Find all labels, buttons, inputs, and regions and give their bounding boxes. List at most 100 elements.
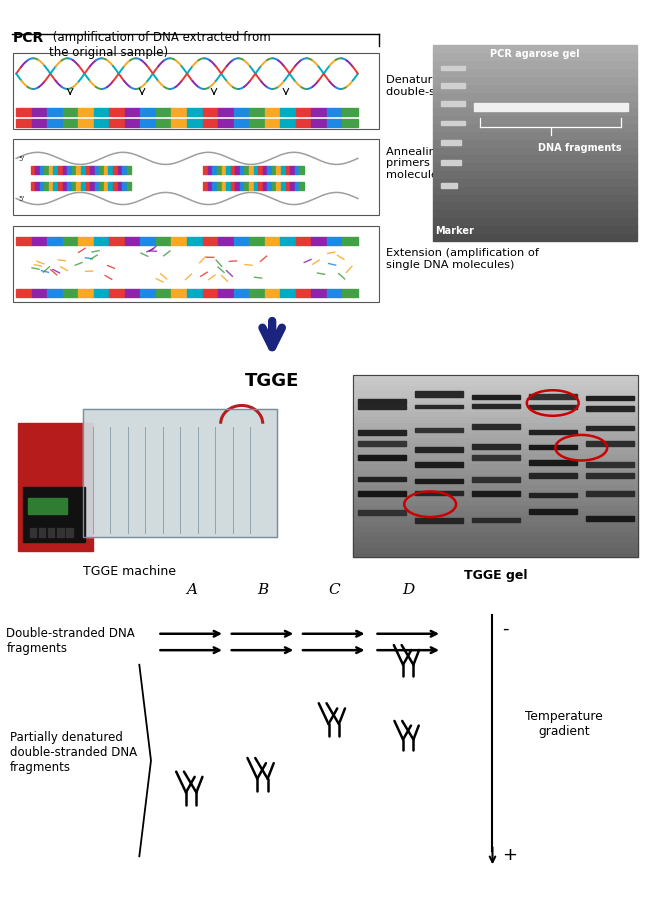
Bar (187, 238, 203, 246)
Bar (104, 167, 108, 175)
Bar (358, 510, 406, 516)
Bar (187, 108, 203, 117)
Bar (353, 531, 638, 537)
Bar (353, 417, 638, 422)
Bar (16, 238, 32, 246)
Bar (122, 183, 127, 191)
Bar (529, 405, 577, 409)
Bar (353, 506, 638, 511)
Text: PCR: PCR (13, 31, 44, 45)
Bar (108, 167, 113, 175)
Bar (110, 238, 125, 246)
Bar (280, 238, 295, 246)
Bar (90, 167, 95, 175)
Bar (67, 183, 72, 191)
Bar (353, 527, 638, 531)
Bar (86, 183, 90, 191)
Bar (78, 108, 94, 117)
Bar (433, 194, 637, 202)
Bar (342, 108, 358, 117)
Bar (353, 500, 638, 506)
Bar (249, 167, 253, 175)
Bar (433, 116, 637, 124)
Bar (13, 227, 379, 302)
Bar (113, 167, 117, 175)
Bar (586, 396, 634, 400)
Bar (141, 290, 156, 298)
Bar (249, 108, 264, 117)
Bar (47, 238, 63, 246)
Bar (67, 167, 72, 175)
Bar (264, 108, 280, 117)
Bar (32, 290, 47, 298)
Bar (433, 61, 637, 69)
Bar (63, 290, 78, 298)
Bar (258, 183, 262, 191)
Text: +: + (502, 844, 517, 863)
Bar (433, 54, 637, 61)
Bar (353, 406, 638, 412)
Bar (441, 102, 465, 107)
Bar (433, 69, 637, 77)
Bar (358, 442, 406, 446)
Bar (172, 238, 187, 246)
Bar (110, 290, 125, 298)
Bar (203, 120, 218, 128)
Bar (415, 405, 463, 409)
Text: Marker: Marker (435, 226, 474, 236)
Text: Double-stranded DNA
fragments: Double-stranded DNA fragments (6, 627, 135, 654)
Bar (311, 120, 327, 128)
Bar (13, 140, 379, 216)
Bar (78, 238, 94, 246)
Bar (141, 108, 156, 117)
Bar (286, 183, 290, 191)
Bar (218, 238, 234, 246)
Bar (30, 167, 35, 175)
Bar (472, 404, 520, 409)
Bar (203, 167, 208, 175)
Bar (353, 427, 638, 433)
Bar (54, 167, 58, 175)
Bar (295, 108, 311, 117)
Bar (415, 463, 463, 467)
Bar (290, 183, 295, 191)
Bar (586, 463, 634, 467)
Bar (264, 238, 280, 246)
Bar (433, 218, 637, 226)
Bar (529, 494, 577, 497)
Bar (231, 167, 235, 175)
Bar (327, 238, 342, 246)
Bar (240, 167, 244, 175)
Bar (327, 120, 342, 128)
Bar (358, 405, 406, 409)
Bar (353, 542, 638, 548)
Bar (39, 528, 45, 537)
Bar (272, 167, 277, 175)
Bar (353, 412, 638, 417)
Bar (218, 120, 234, 128)
Bar (433, 148, 637, 155)
Bar (49, 183, 54, 191)
Text: TGGE: TGGE (245, 372, 299, 390)
Bar (290, 167, 295, 175)
Bar (342, 290, 358, 298)
Text: Annealing (attachment of
primers to single DNA
molecules): Annealing (attachment of primers to sing… (386, 147, 531, 179)
Text: Temperature
gradient: Temperature gradient (525, 709, 603, 737)
Bar (353, 422, 638, 427)
Bar (95, 167, 99, 175)
Bar (156, 108, 172, 117)
Bar (208, 183, 213, 191)
Bar (586, 474, 634, 479)
Bar (433, 226, 637, 233)
Bar (16, 120, 32, 128)
Bar (353, 375, 638, 381)
Bar (358, 431, 406, 435)
Bar (83, 410, 277, 537)
Text: DNA fragments: DNA fragments (538, 143, 621, 153)
Bar (203, 183, 208, 191)
Bar (311, 290, 327, 298)
Bar (86, 167, 90, 175)
Bar (295, 120, 311, 128)
Bar (415, 447, 463, 453)
Text: (amplification of DNA extracted from
the original sample): (amplification of DNA extracted from the… (49, 31, 270, 59)
